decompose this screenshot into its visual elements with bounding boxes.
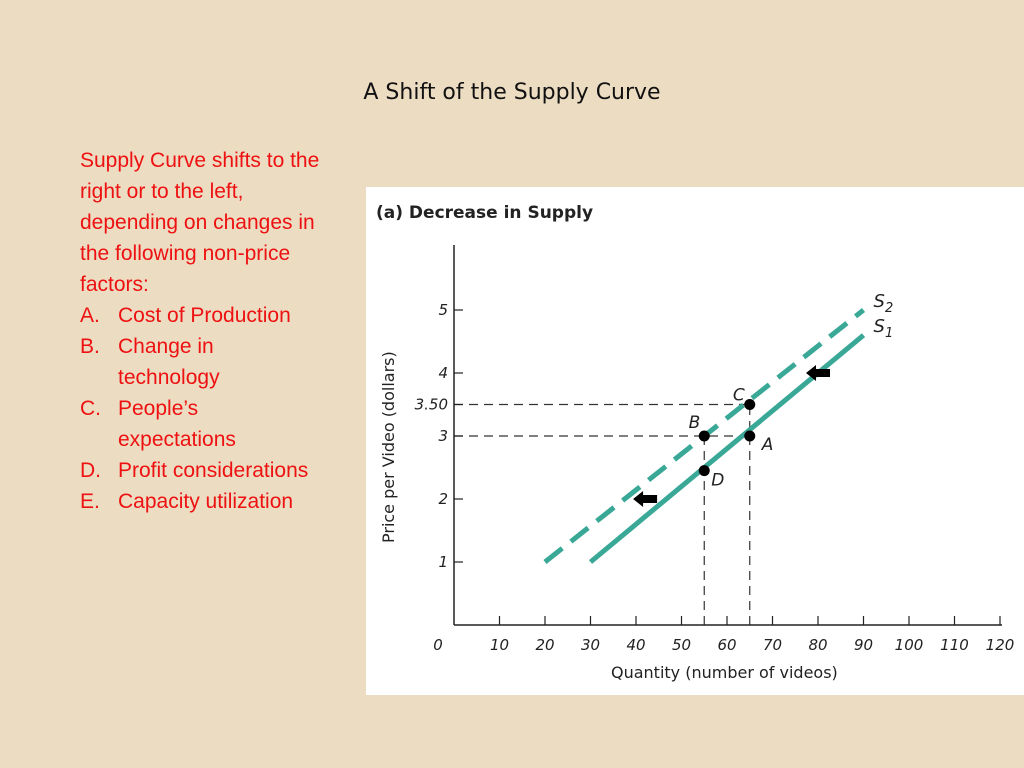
y-tick-label: 4 (438, 364, 448, 382)
point-c (744, 399, 756, 410)
point-a (744, 430, 756, 442)
list-marker: D. (80, 459, 101, 482)
x-axis-label: Quantity (number of videos) (611, 663, 838, 682)
curve-label: S2 (874, 291, 894, 316)
list-marker: C. (80, 397, 101, 420)
point-label: A (761, 435, 774, 455)
supply-chart-panel: (a) Decrease in Supply 0 10 20 30 40 50 60 70 80… (366, 187, 1024, 695)
shift-arrow-icon (633, 491, 658, 507)
supply-chart: (a) Decrease in Supply 0 10 20 30 40 50 60 70 80… (376, 203, 1015, 682)
x-tick-label: 80 (808, 636, 827, 654)
chart-title: (a) Decrease in Supply (376, 203, 593, 223)
x-tick-label: 60 (717, 636, 736, 654)
list-item: E. Capacity utilization (80, 486, 320, 517)
slide-title: A Shift of the Supply Curve (363, 80, 661, 105)
list-item: C. People’s expectations (80, 393, 320, 455)
list-item-label: Change in technology (118, 335, 220, 389)
x-tick-label: 50 (672, 636, 691, 654)
factors-text-block: Supply Curve shifts to the right or to t… (80, 145, 320, 517)
point-d (698, 465, 710, 477)
y-axis-label: Price per Video (dollars) (379, 351, 398, 543)
y-tick-label: 3.50 (415, 396, 448, 414)
x-tick-label: 0 (433, 636, 443, 654)
x-tick-label: 100 (895, 636, 924, 654)
x-tick-label: 20 (535, 636, 554, 654)
shift-arrow-icon (806, 365, 830, 381)
list-item-label: People’s expectations (118, 397, 236, 451)
list-marker: A. (80, 304, 100, 327)
x-tick-label: 90 (854, 636, 873, 654)
list-item: D. Profit considerations (80, 455, 320, 486)
list-item: B. Change in technology (80, 331, 320, 393)
list-item-label: Capacity utilization (118, 490, 294, 513)
list-marker: E. (80, 490, 100, 513)
x-tick-label: 110 (940, 636, 969, 654)
list-item-label: Cost of Production (118, 304, 291, 327)
curve-label: S1 (874, 316, 894, 341)
point-b (698, 430, 710, 442)
point-label: D (711, 471, 724, 491)
list-item: A. Cost of Production (80, 300, 320, 331)
point-label: C (733, 386, 745, 406)
y-tick-label: 5 (438, 301, 448, 319)
list-marker: B. (80, 335, 100, 358)
x-tick-label: 40 (626, 636, 645, 654)
x-tick-label: 120 (986, 636, 1015, 654)
y-tick-label: 1 (438, 553, 448, 571)
intro-text: Supply Curve shifts to the right or to t… (80, 149, 320, 296)
x-tick-label: 70 (763, 636, 782, 654)
x-tick-label: 30 (581, 636, 600, 654)
factors-list: A. Cost of Production B. Change in technol… (80, 300, 320, 517)
y-tick-label: 2 (438, 490, 448, 508)
point-label: B (689, 413, 701, 433)
x-tick-label: 10 (490, 636, 509, 654)
y-tick-label: 3 (438, 427, 448, 445)
list-item-label: Profit considerations (118, 459, 309, 482)
